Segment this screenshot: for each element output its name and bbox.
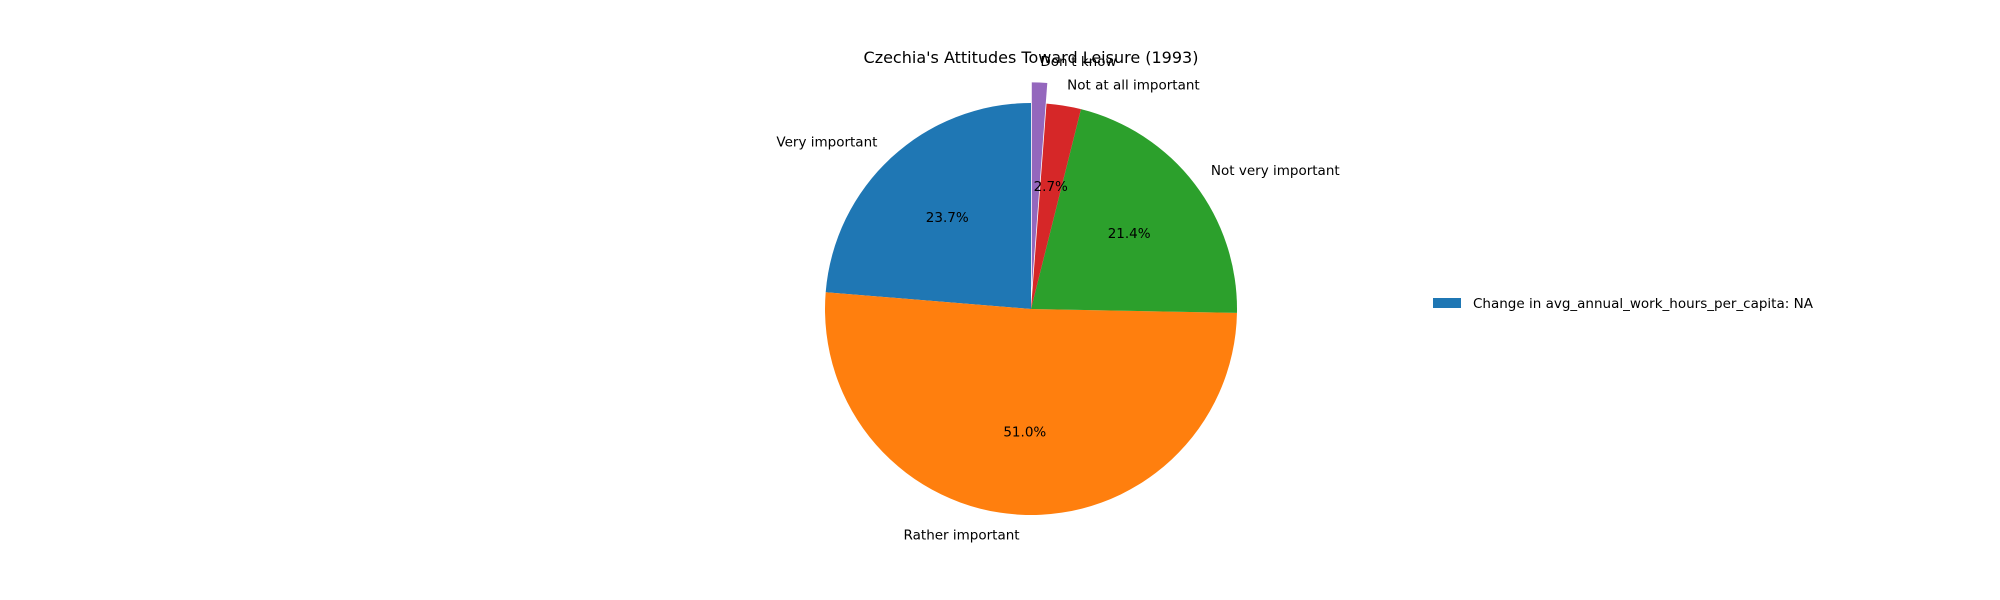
slice-labels: Very important Rather important Not very i… xyxy=(776,54,1339,543)
slice-percent-very-important: 23.7% xyxy=(926,210,969,226)
slice-label-don-t-know: Don't know xyxy=(1040,54,1116,70)
chart-title: Czechia's Attitudes Toward Leisure (1993… xyxy=(864,48,1199,67)
legend-swatch xyxy=(1433,298,1461,308)
slice-label-not-very-important: Not very important xyxy=(1211,163,1340,179)
pie-slice-not-very-important xyxy=(1031,109,1237,313)
slice-label-rather-important: Rather important xyxy=(904,527,1020,543)
slice-percent-not-very-important: 21.4% xyxy=(1108,226,1151,242)
slice-label-not-at-all-important: Not at all important xyxy=(1067,77,1200,93)
slice-percent-labels: 23.7% 51.0% 21.4% 2.7% xyxy=(926,179,1151,440)
pie-slice-rather-important xyxy=(825,292,1237,516)
legend-label: Change in avg_annual_work_hours_per_capi… xyxy=(1473,296,1814,312)
pie-slice-don-t-know xyxy=(1031,82,1048,289)
pie-slice-very-important xyxy=(825,103,1031,309)
legend: Change in avg_annual_work_hours_per_capi… xyxy=(1433,296,1814,312)
slice-percent-not-at-all-important: 2.7% xyxy=(1034,179,1068,195)
slice-label-very-important: Very important xyxy=(776,134,877,150)
slice-percent-rather-important: 51.0% xyxy=(1003,424,1046,440)
pie-slices xyxy=(825,82,1237,516)
pie-slice-not-at-all-important xyxy=(1031,103,1081,309)
